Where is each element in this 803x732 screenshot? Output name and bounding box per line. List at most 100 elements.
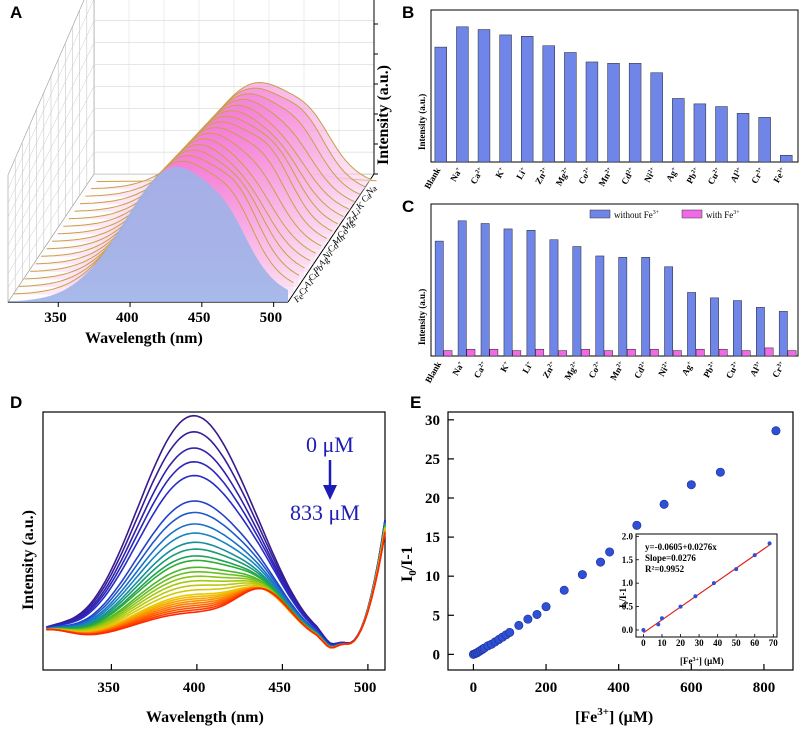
category-label: Cr3+ <box>770 359 787 379</box>
plot-frame <box>447 411 794 671</box>
y-axis-label: Intensity (a.u.) <box>417 94 427 150</box>
inset-x-tick-label: 0 <box>641 638 646 648</box>
series-label: K <box>355 199 366 211</box>
category-label: K+ <box>493 165 507 180</box>
spectrum-fill <box>8 166 288 302</box>
inset-y-tick-label: 1.5 <box>622 555 634 565</box>
data-points <box>468 426 781 659</box>
panel-label-e: E <box>410 393 421 412</box>
inset-x-tick-label: 10 <box>657 638 667 648</box>
y-tick-label: 20 <box>425 491 440 507</box>
panel-label-c: C <box>402 197 414 216</box>
grid-line <box>7 20 95 204</box>
inset-x-axis-label: [Fe3+] (μM) <box>680 656 724 666</box>
bar <box>558 350 567 357</box>
inset-data-point <box>693 594 698 599</box>
bar <box>736 113 750 163</box>
bar <box>664 266 674 357</box>
data-point <box>771 426 781 436</box>
y-axis-label: Intensity (a.u.) <box>375 65 392 165</box>
x-tick-label: 450 <box>188 310 211 326</box>
category-label: Zn2+ <box>533 165 551 186</box>
data-point <box>559 585 569 595</box>
bar <box>628 63 642 163</box>
bar <box>778 311 788 357</box>
spectra-curves <box>46 414 386 649</box>
legend-swatch-without <box>589 209 611 219</box>
category-label: Ag+ <box>664 165 680 183</box>
bar <box>581 348 590 357</box>
legend-label-with: with Fe3+ <box>706 210 740 220</box>
bar <box>526 230 536 357</box>
bar <box>741 350 751 357</box>
inset-x-tick-label: 50 <box>732 638 742 648</box>
bar <box>477 29 491 163</box>
inset-data-point <box>641 627 646 632</box>
data-point <box>577 570 587 580</box>
fit-equation: y=-0.0605+0.0276x <box>645 542 717 552</box>
x-tick-label: 500 <box>354 680 377 696</box>
category-label: Li+ <box>520 359 535 375</box>
bar <box>695 348 705 357</box>
x-tick-label: 200 <box>535 680 558 696</box>
category-label: Cu2+ <box>706 165 724 186</box>
y-tick-label: 0 <box>433 647 441 663</box>
fit-slope: Slope=0.0276 <box>645 553 696 563</box>
panel-b-bar-chart: Intensity (a.u.) Blank Na+Ca2+ K+ Li+ Zn2+Mg… <box>417 9 799 191</box>
bar <box>443 350 453 357</box>
inset-x-tick-label: 60 <box>750 638 760 648</box>
data-point <box>659 499 669 509</box>
bar <box>780 154 793 163</box>
annotation-start: 0 μM <box>306 432 354 457</box>
category-label: Cd2+ <box>632 359 650 380</box>
plot-frame <box>42 411 386 671</box>
category-label: Cu2+ <box>724 359 742 380</box>
x-tick-label: 400 <box>183 680 206 696</box>
inset-data-point <box>767 541 772 546</box>
bar <box>715 106 728 163</box>
stacked-spectra <box>8 81 377 302</box>
annotation-end: 833 μM <box>290 500 360 525</box>
category-label: Pb2+ <box>701 359 718 379</box>
x-tick-label: 800 <box>753 680 776 696</box>
category-label: Fe3+ <box>771 165 788 184</box>
inset-ticks: 0 10 20 30 40 50 60 70 0.0 0.5 1.0 1.5 2.0 <box>622 531 779 648</box>
category-label: Mn2+ <box>597 165 616 188</box>
category-label: Blank <box>423 360 443 385</box>
bar <box>535 348 545 357</box>
data-point <box>514 620 524 630</box>
y-axis-label: Intensity (a.u.) <box>417 289 427 345</box>
bar <box>649 348 659 357</box>
y-tick-label: 5 <box>433 608 441 624</box>
fit-r2: R²=0.9952 <box>645 564 685 574</box>
series-label: Ca <box>359 190 373 204</box>
inset-x-tick-label: 40 <box>713 638 723 648</box>
category-label: Co2+ <box>586 359 604 380</box>
bar <box>489 348 499 357</box>
category-labels: Blank Na+ Ca2+ K+ Li+ Zn2+Mg2+ Co2+Mn2+ Cd2+ Ni2… <box>423 359 787 385</box>
legend: without Fe3+ with Fe3+ <box>589 209 740 220</box>
x-axis-label: [Fe3+] (μM) <box>575 706 653 726</box>
bar <box>693 103 707 163</box>
grid-line <box>7 42 95 218</box>
category-label: Na+ <box>448 165 464 183</box>
bar <box>672 98 685 163</box>
panel-c-grouped-bar-chart: Intensity (a.u.) Blank Na+ Ca2+ K+ Li+ Zn2+Mg… <box>417 203 799 385</box>
category-label: Pb2+ <box>684 165 701 185</box>
data-point <box>596 557 606 567</box>
bar <box>512 350 522 357</box>
data-point <box>632 520 642 530</box>
inset-data-point <box>659 616 664 621</box>
bar <box>758 117 771 163</box>
grid-line <box>7 0 94 190</box>
legend-label-without: without Fe3+ <box>614 210 660 220</box>
arrow-head <box>323 485 337 500</box>
category-label: Na+ <box>450 359 466 377</box>
inset-x-tick-label: 70 <box>769 638 779 648</box>
category-label: Al3+ <box>748 359 765 378</box>
panel-label-b: B <box>402 3 414 22</box>
